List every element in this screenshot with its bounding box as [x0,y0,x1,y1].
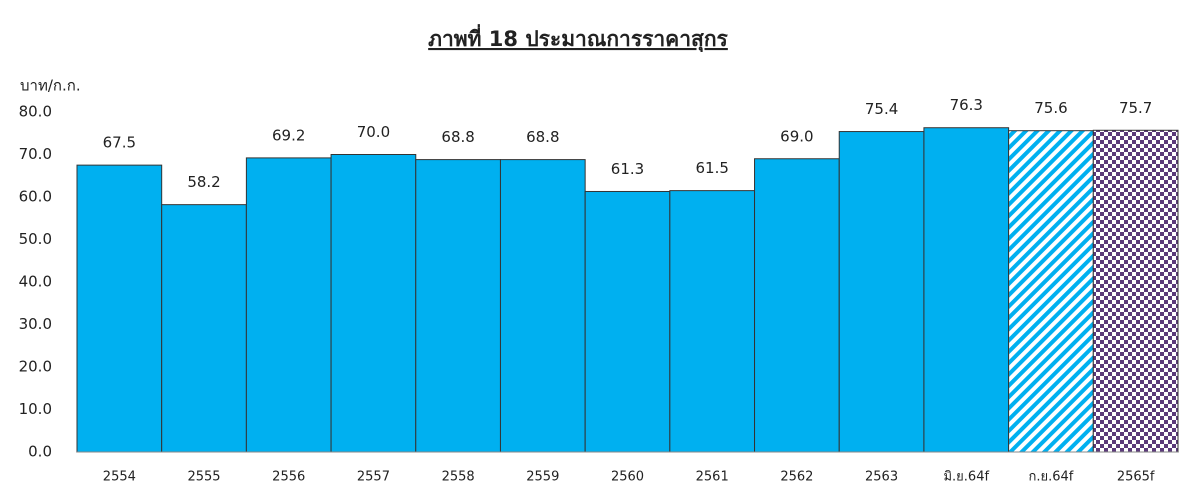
value-label: 70.0 [357,123,390,141]
x-tick-label: 2554 [103,470,136,485]
x-tick-label: 2563 [865,470,898,485]
x-tick-label: 2559 [526,470,559,485]
value-label: 75.4 [865,100,898,118]
x-tick-label: มิ.ย.64f [943,470,989,485]
bar [499,159,586,453]
x-tick-label: 2555 [187,470,220,485]
bar [1008,130,1094,453]
y-tick-label: 50.0 [19,230,52,248]
bar [838,131,925,453]
value-label: 76.3 [950,96,983,114]
bar [669,190,756,453]
bar [161,204,247,453]
bar [415,159,501,453]
y-tick-label: 70.0 [19,145,52,163]
x-tick-label: 2556 [272,470,305,485]
x-tick-label: 2558 [442,470,475,485]
value-label: 61.3 [611,160,644,178]
value-label: 67.5 [103,134,136,152]
x-tick-label: 2561 [696,470,729,485]
y-axis-label: บาท/ก.ก. [20,77,81,95]
bar [330,154,417,453]
y-tick-label: 40.0 [19,273,52,291]
x-tick-label: 2565f [1117,470,1155,485]
y-tick-label: 80.0 [19,103,52,121]
value-label: 69.0 [780,127,813,145]
x-tick-label: 2557 [357,470,390,485]
bar [245,157,332,453]
value-label: 68.8 [526,128,559,146]
bar [754,158,840,453]
bar [923,127,1010,453]
value-label: 75.7 [1119,99,1152,117]
x-tick-label: 2560 [611,470,644,485]
bar [584,190,671,453]
value-label: 58.2 [187,173,220,191]
chart-title: ภาพที่ 18 ประมาณการราคาสุกร [428,23,728,53]
value-label: 69.2 [272,126,305,144]
value-label: 68.8 [441,128,474,146]
y-tick-label: 20.0 [19,358,52,376]
bar [1092,129,1179,453]
value-label: 75.6 [1034,99,1067,117]
x-tick-label: 2562 [780,470,813,485]
bar [76,164,163,453]
x-tick-label: ก.ย.64f [1029,470,1074,485]
y-tick-label: 10.0 [19,400,52,418]
value-label: 61.5 [695,159,728,177]
y-tick-label: 30.0 [19,315,52,333]
y-tick-label: 0.0 [28,443,52,461]
y-tick-label: 60.0 [19,188,52,206]
